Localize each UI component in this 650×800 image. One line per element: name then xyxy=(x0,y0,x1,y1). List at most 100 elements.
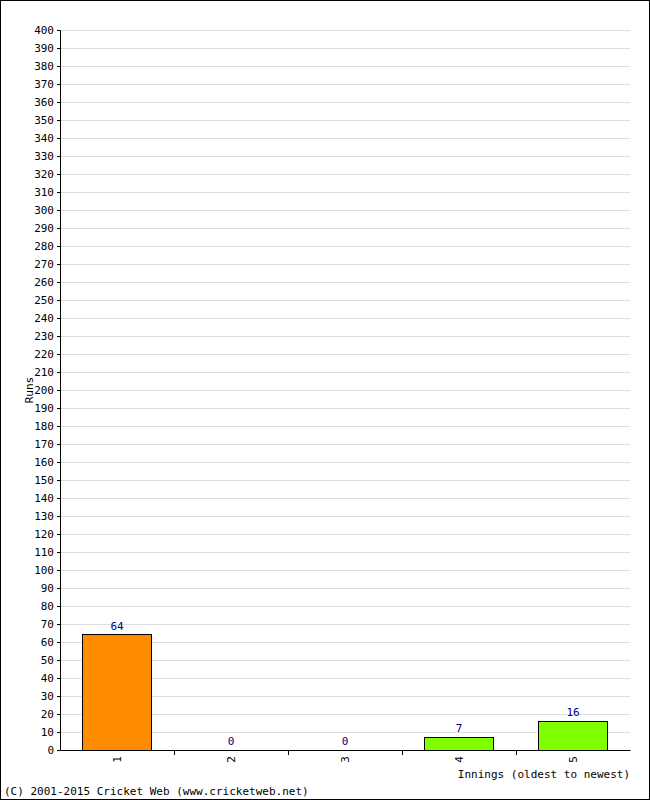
y-tick-mark xyxy=(57,192,60,193)
y-tick-mark xyxy=(57,732,60,733)
y-tick-label: 10 xyxy=(41,726,54,739)
y-tick-label: 220 xyxy=(34,348,54,361)
y-tick: 300 xyxy=(34,204,60,217)
y-tick: 320 xyxy=(34,168,60,181)
y-tick-mark xyxy=(57,534,60,535)
y-tick-label: 90 xyxy=(41,582,54,595)
y-tick-label: 30 xyxy=(41,690,54,703)
category-separator xyxy=(174,750,175,755)
grid-line xyxy=(60,462,630,463)
grid-line xyxy=(60,498,630,499)
y-tick-mark xyxy=(57,498,60,499)
y-tick-mark xyxy=(57,660,60,661)
y-tick-label: 70 xyxy=(41,618,54,631)
y-tick-label: 330 xyxy=(34,150,54,163)
grid-line xyxy=(60,300,630,301)
grid-line xyxy=(60,534,630,535)
data-label: 0 xyxy=(342,735,349,748)
y-tick: 380 xyxy=(34,60,60,73)
y-tick: 130 xyxy=(34,510,60,523)
grid-line xyxy=(60,120,630,121)
grid-line xyxy=(60,390,630,391)
bar xyxy=(197,750,265,751)
y-tick: 350 xyxy=(34,114,60,127)
y-axis-line xyxy=(57,31,61,751)
y-tick-label: 50 xyxy=(41,654,54,667)
x-tick-label: 5 xyxy=(567,756,580,763)
y-tick-label: 230 xyxy=(34,330,54,343)
category-separator xyxy=(516,750,517,755)
y-tick: 160 xyxy=(34,456,60,469)
y-tick-label: 60 xyxy=(41,636,54,649)
grid-line xyxy=(60,138,630,139)
y-tick: 330 xyxy=(34,150,60,163)
grid-line xyxy=(60,336,630,337)
annotation: (C) 2001-2015 Cricket Web (www.cricketwe… xyxy=(4,785,309,798)
x-tick: 1 xyxy=(111,750,124,763)
grid-line xyxy=(60,246,630,247)
chart: 0102030405060708090100110120130140150160… xyxy=(0,0,650,800)
y-tick: 40 xyxy=(41,672,60,685)
y-tick-label: 370 xyxy=(34,78,54,91)
y-tick-mark xyxy=(57,552,60,553)
grid-line xyxy=(60,444,630,445)
bar xyxy=(539,721,607,750)
y-tick-mark xyxy=(57,264,60,265)
y-tick-label: 350 xyxy=(34,114,54,127)
y-tick-mark xyxy=(57,516,60,517)
grid-line xyxy=(60,606,630,607)
y-tick-mark xyxy=(57,390,60,391)
y-tick-mark xyxy=(57,102,60,103)
y-tick: 230 xyxy=(34,330,60,343)
y-tick: 80 xyxy=(41,600,60,613)
y-tick-label: 40 xyxy=(41,672,54,685)
y-tick-mark xyxy=(57,354,60,355)
y-axis: 0102030405060708090100110120130140150160… xyxy=(34,24,60,757)
y-tick: 140 xyxy=(34,492,60,505)
frame xyxy=(1,1,650,800)
y-tick-mark xyxy=(57,606,60,607)
y-tick: 220 xyxy=(34,348,60,361)
y-tick-mark xyxy=(57,48,60,49)
x-axis: 12345 xyxy=(61,750,631,763)
y-tick-mark xyxy=(57,408,60,409)
x-axis-title: Innings (oldest to newest) xyxy=(458,768,630,781)
y-tick-mark xyxy=(57,228,60,229)
y-tick-label: 100 xyxy=(34,564,54,577)
y-tick-mark xyxy=(57,318,60,319)
y-tick-mark xyxy=(57,246,60,247)
y-tick-label: 300 xyxy=(34,204,54,217)
x-tick-label: 4 xyxy=(453,756,466,763)
data-labels: 6400716 xyxy=(110,620,579,748)
grid-line xyxy=(60,624,630,625)
y-tick-label: 140 xyxy=(34,492,54,505)
grid-line xyxy=(60,282,630,283)
y-tick: 260 xyxy=(34,276,60,289)
y-tick: 120 xyxy=(34,528,60,541)
y-tick: 70 xyxy=(41,618,60,631)
x-tick-label: 1 xyxy=(111,756,124,763)
grid-line xyxy=(60,174,630,175)
y-tick: 290 xyxy=(34,222,60,235)
y-tick-label: 250 xyxy=(34,294,54,307)
grid-line xyxy=(60,426,630,427)
y-tick-mark xyxy=(57,138,60,139)
data-label: 64 xyxy=(110,620,124,633)
y-tick-label: 390 xyxy=(34,42,54,55)
grid-line xyxy=(60,372,630,373)
y-tick-label: 240 xyxy=(34,312,54,325)
y-tick-mark xyxy=(57,678,60,679)
grid-line xyxy=(60,102,630,103)
y-tick-label: 150 xyxy=(34,474,54,487)
grid-line xyxy=(60,264,630,265)
grid-line xyxy=(60,480,630,481)
y-tick-label: 260 xyxy=(34,276,54,289)
y-tick-label: 160 xyxy=(34,456,54,469)
y-tick: 170 xyxy=(34,438,60,451)
y-tick: 190 xyxy=(34,402,60,415)
x-tick: 4 xyxy=(453,750,466,763)
y-tick-label: 400 xyxy=(34,24,54,37)
category-separators xyxy=(174,750,516,755)
y-tick-mark xyxy=(57,174,60,175)
y-tick: 0 xyxy=(47,744,60,757)
